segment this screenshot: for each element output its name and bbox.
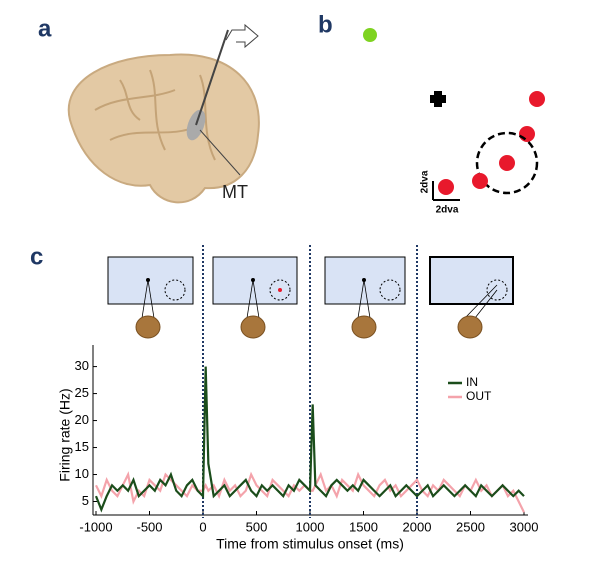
y-tick-label: 15 [75, 439, 89, 454]
legend-label: IN [466, 375, 478, 389]
y-axis-label: Firing rate (Hz) [57, 388, 73, 481]
y-tick-label: 30 [75, 358, 89, 373]
x-tick-label: 3000 [510, 519, 539, 534]
area-label: MT [222, 182, 248, 202]
y-tick-label: 5 [82, 493, 89, 508]
panel-label: b [318, 11, 333, 38]
scale-label: 2dva [436, 205, 459, 216]
legend-label: OUT [466, 389, 492, 403]
trial-icons [107, 256, 514, 339]
y-tick-label: 20 [75, 412, 89, 427]
brain [67, 23, 260, 204]
panel-label: c [30, 243, 43, 270]
x-tick-label: 1000 [296, 519, 325, 534]
x-tick-label: -500 [136, 519, 162, 534]
scale-label: 2dva [420, 170, 431, 193]
x-tick-label: 2500 [456, 519, 485, 534]
stimulus-layout [363, 28, 545, 201]
y-tick-label: 10 [75, 466, 89, 481]
series-line [94, 366, 525, 513]
x-tick-label: 500 [246, 519, 268, 534]
y-tick-label: 25 [75, 385, 89, 400]
x-tick-label: 2000 [403, 519, 432, 534]
x-tick-label: 0 [199, 519, 206, 534]
x-axis-label: Time from stimulus onset (ms) [216, 536, 404, 552]
x-tick-label: 1500 [349, 519, 378, 534]
panel-label: a [38, 15, 52, 42]
x-tick-label: -1000 [79, 519, 112, 534]
